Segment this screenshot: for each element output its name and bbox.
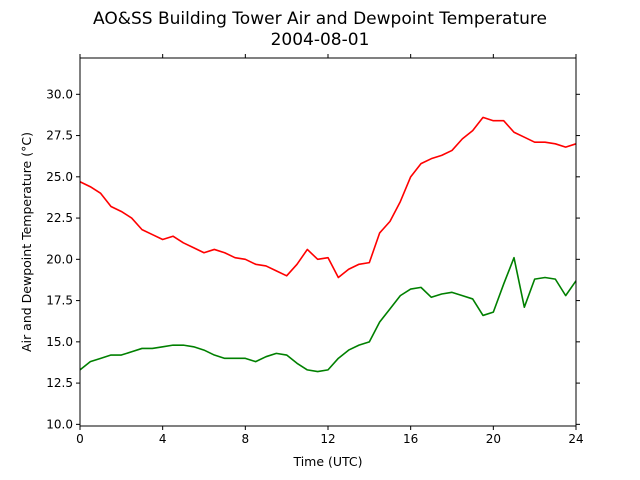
x-axis: 0 4 8 12 16 20 24 <box>76 54 584 446</box>
x-tick-label: 24 <box>568 432 583 446</box>
y-tick-label: 20.0 <box>46 252 73 266</box>
y-tick-label: 10.0 <box>46 417 73 431</box>
y-tick-label: 15.0 <box>46 335 73 349</box>
x-tick-label: 16 <box>403 432 418 446</box>
x-tick-label: 20 <box>486 432 501 446</box>
chart-title: AO&SS Building Tower Air and Dewpoint Te… <box>93 9 547 29</box>
y-tick-label: 22.5 <box>46 211 73 225</box>
x-tick-label: 4 <box>159 432 167 446</box>
series-line-1 <box>79 256 577 373</box>
y-tick-label: 27.5 <box>46 129 73 143</box>
y-axis-label: Air and Dewpoint Temperature (°C) <box>19 132 34 352</box>
chart-subtitle: 2004-08-01 <box>271 30 370 50</box>
y-tick-label: 12.5 <box>46 376 73 390</box>
x-tick-label: 8 <box>242 432 250 446</box>
y-tick-label: 30.0 <box>46 87 73 101</box>
x-tick-label: 0 <box>76 432 84 446</box>
y-tick-label: 25.0 <box>46 170 73 184</box>
x-tick-label: 12 <box>320 432 335 446</box>
series-layer <box>79 116 577 373</box>
y-axis: 10.0 12.5 15.0 17.5 20.0 22.5 25.0 27.5 30.0 <box>46 87 580 431</box>
x-axis-label: Time (UTC) <box>292 454 362 469</box>
series-line-0 <box>79 116 577 279</box>
y-tick-label: 17.5 <box>46 294 73 308</box>
